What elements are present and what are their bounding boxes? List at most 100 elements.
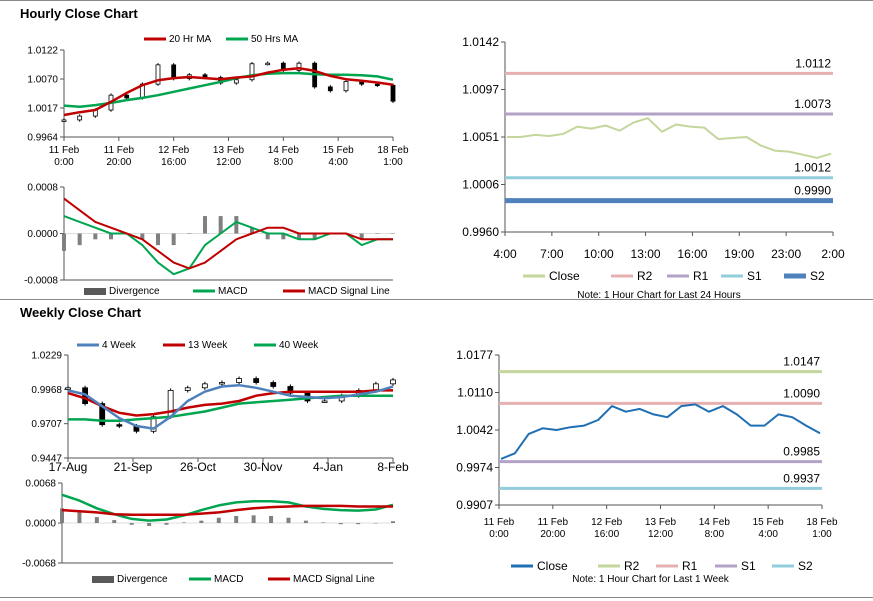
weekly-legend-4wk-label: 4 Week bbox=[102, 340, 137, 351]
hourly-pivot-legend-label-r2: R2 bbox=[637, 269, 653, 283]
weekly-macd-divergence-bar bbox=[251, 515, 256, 523]
weekly-macd-divergence-bar bbox=[60, 508, 64, 523]
weekly-pivot-xtick-label: 13 Feb bbox=[645, 517, 677, 528]
hourly-macd-divergence-bar bbox=[77, 233, 82, 246]
weekly-pivot-xtick-label: 11 Feb bbox=[538, 517, 569, 528]
hourly-pivot-close-line bbox=[507, 117, 832, 159]
hourly-price-xtick-label: 20:00 bbox=[106, 157, 131, 168]
weekly-legend-divergence-swatch bbox=[92, 576, 114, 583]
hourly-pivot-level-label-r2: 1.0112 bbox=[795, 56, 831, 70]
weekly-price-candle bbox=[321, 400, 328, 403]
hourly-macd-divergence-bar bbox=[140, 233, 145, 240]
weekly-legend-13wk-label: 13 Week bbox=[188, 340, 228, 351]
hourly-price-xtick-label: 13 Feb bbox=[213, 145, 245, 156]
hourly-price-candle bbox=[374, 83, 380, 87]
weekly-pivot-ytick-label: 0.9974 bbox=[456, 461, 493, 475]
hourly-price-candle bbox=[233, 79, 239, 84]
hourly-macd-divergence-bar bbox=[281, 233, 286, 240]
weekly-macd-divergence-bar bbox=[356, 523, 361, 525]
weekly-pivot-xtick-label: 12 Feb bbox=[591, 517, 623, 528]
hourly-price-candle bbox=[390, 84, 396, 102]
hourly-price-xtick-label: 1:00 bbox=[383, 157, 403, 168]
weekly-pivot-legend-label-r1: R1 bbox=[682, 559, 698, 573]
weekly-pivot-legend-label-s1: S1 bbox=[741, 559, 756, 573]
weekly-pivot-xtick-label: 18 Feb bbox=[806, 517, 838, 528]
hourly-50hr-ma-line bbox=[63, 71, 394, 108]
weekly-pivot-xtick-label: 14 Feb bbox=[699, 517, 731, 528]
weekly-price-xtick-label: 4-Jan bbox=[313, 460, 343, 474]
hourly-20hr-ma-line bbox=[63, 66, 394, 117]
hourly-pivot-xtick-label: 23:00 bbox=[771, 247, 801, 261]
hourly-legend-macd-label: MACD bbox=[218, 286, 247, 297]
weekly-macd-divergence-bar bbox=[129, 523, 134, 525]
weekly-price-xtick-label: 17-Aug bbox=[49, 460, 88, 474]
weekly-macd-divergence-bar bbox=[199, 520, 204, 523]
weekly-pivot-ytick-label: 1.0042 bbox=[456, 423, 493, 437]
hourly-macd-divergence-bar bbox=[312, 233, 317, 240]
hourly-price-xtick-label: 15 Feb bbox=[323, 145, 355, 156]
hourly-price-xtick-label: 18 Feb bbox=[377, 145, 409, 156]
hourly-macd-ytick-label: 0.0008 bbox=[27, 183, 58, 194]
weekly-price-ytick-label: 1.0229 bbox=[31, 351, 62, 362]
weekly-price-candle bbox=[219, 382, 225, 385]
weekly-pivot-level-label-r1: 1.0090 bbox=[783, 386, 820, 400]
hourly-pivot-level-label-s1: 1.0012 bbox=[794, 161, 831, 175]
hourly-pivot-legend-label-s2: S2 bbox=[810, 269, 825, 283]
hourly-price-candle bbox=[171, 64, 177, 80]
hourly-macd-divergence-bar bbox=[297, 233, 301, 240]
weekly-macd-line bbox=[61, 493, 394, 522]
weekly-macd-divergence-bar bbox=[269, 515, 274, 523]
hourly-pivot-ytick-label: 0.9960 bbox=[462, 225, 499, 239]
hourly-price-xtick-label: 11 Feb bbox=[49, 145, 80, 156]
hourly-price-xtick-label: 16:00 bbox=[161, 157, 186, 168]
hourly-price-ytick-label: 1.0070 bbox=[27, 75, 58, 86]
middle-divider bbox=[0, 299, 873, 300]
weekly-section-title: Weekly Close Chart bbox=[20, 305, 142, 320]
weekly-pivot-xtick-label: 15 Feb bbox=[753, 517, 785, 528]
hourly-pivot-ytick-label: 1.0142 bbox=[462, 35, 499, 49]
weekly-pivot-ytick-label: 1.0177 bbox=[456, 348, 493, 362]
weekly-pivot-xtick-label: 0:00 bbox=[489, 529, 509, 540]
weekly-legend-macd-label: MACD bbox=[214, 574, 243, 585]
weekly-pivot-xtick-label: 16:00 bbox=[594, 529, 619, 540]
hourly-macd-divergence-bar bbox=[62, 233, 66, 251]
hourly-macd-divergence-bar bbox=[171, 233, 176, 246]
weekly-macd-divergence-bar bbox=[216, 517, 221, 523]
hourly-macd-divergence-bar bbox=[250, 227, 254, 234]
weekly-macd-divergence-bar bbox=[286, 517, 291, 523]
hourly-price-xtick-label: 11 Feb bbox=[104, 145, 135, 156]
hourly-pivot-xtick-label: 16:00 bbox=[677, 247, 707, 261]
hourly-legend-signal-label: MACD Signal Line bbox=[308, 286, 390, 297]
weekly-legend-divergence-label: Divergence bbox=[117, 574, 168, 585]
weekly-pivot-xtick-label: 20:00 bbox=[540, 529, 565, 540]
weekly-macd-divergence-bar bbox=[147, 523, 152, 526]
weekly-legend-40wk-label: 40 Week bbox=[279, 340, 319, 351]
weekly-price-ytick-label: 0.9968 bbox=[31, 385, 62, 396]
top-divider bbox=[0, 0, 873, 1]
hourly-price-candle bbox=[265, 62, 271, 66]
weekly-macd-signal-line bbox=[61, 504, 393, 517]
weekly-pivot-xtick-label: 11 Feb bbox=[484, 517, 515, 528]
weekly-macd-divergence-bar bbox=[303, 520, 308, 523]
hourly-price-xtick-label: 0:00 bbox=[54, 157, 74, 168]
weekly-pivot-note: Note: 1 Hour Chart for Last 1 Week bbox=[572, 574, 730, 585]
hourly-pivot-legend-label-r1: R1 bbox=[693, 269, 709, 283]
hourly-price-xtick-label: 12 Feb bbox=[158, 145, 190, 156]
hourly-pivot-ytick-label: 1.0006 bbox=[462, 178, 499, 192]
hourly-macd-divergence-bar bbox=[93, 233, 98, 240]
weekly-price-candle bbox=[116, 424, 123, 427]
hourly-price-ytick-label: 0.9964 bbox=[27, 133, 58, 144]
weekly-macd-divergence-bar bbox=[94, 517, 99, 523]
hourly-pivot-level-label-r1: 1.0073 bbox=[794, 97, 831, 111]
hourly-macd-divergence-bar bbox=[265, 233, 270, 240]
hourly-macd-divergence-bar bbox=[375, 233, 380, 234]
hourly-pivot-ytick-label: 1.0051 bbox=[462, 130, 499, 144]
weekly-macd-divergence-bar bbox=[391, 521, 395, 523]
weekly-pivot-legend-label-close: Close bbox=[537, 559, 568, 573]
weekly-price-ytick-label: 0.9707 bbox=[31, 419, 62, 430]
hourly-macd-ytick-label: -0.0008 bbox=[24, 276, 58, 287]
bottom-divider bbox=[0, 597, 873, 598]
weekly-4wk-line bbox=[67, 383, 394, 430]
weekly-pivot-xtick-label: 1:00 bbox=[812, 529, 832, 540]
